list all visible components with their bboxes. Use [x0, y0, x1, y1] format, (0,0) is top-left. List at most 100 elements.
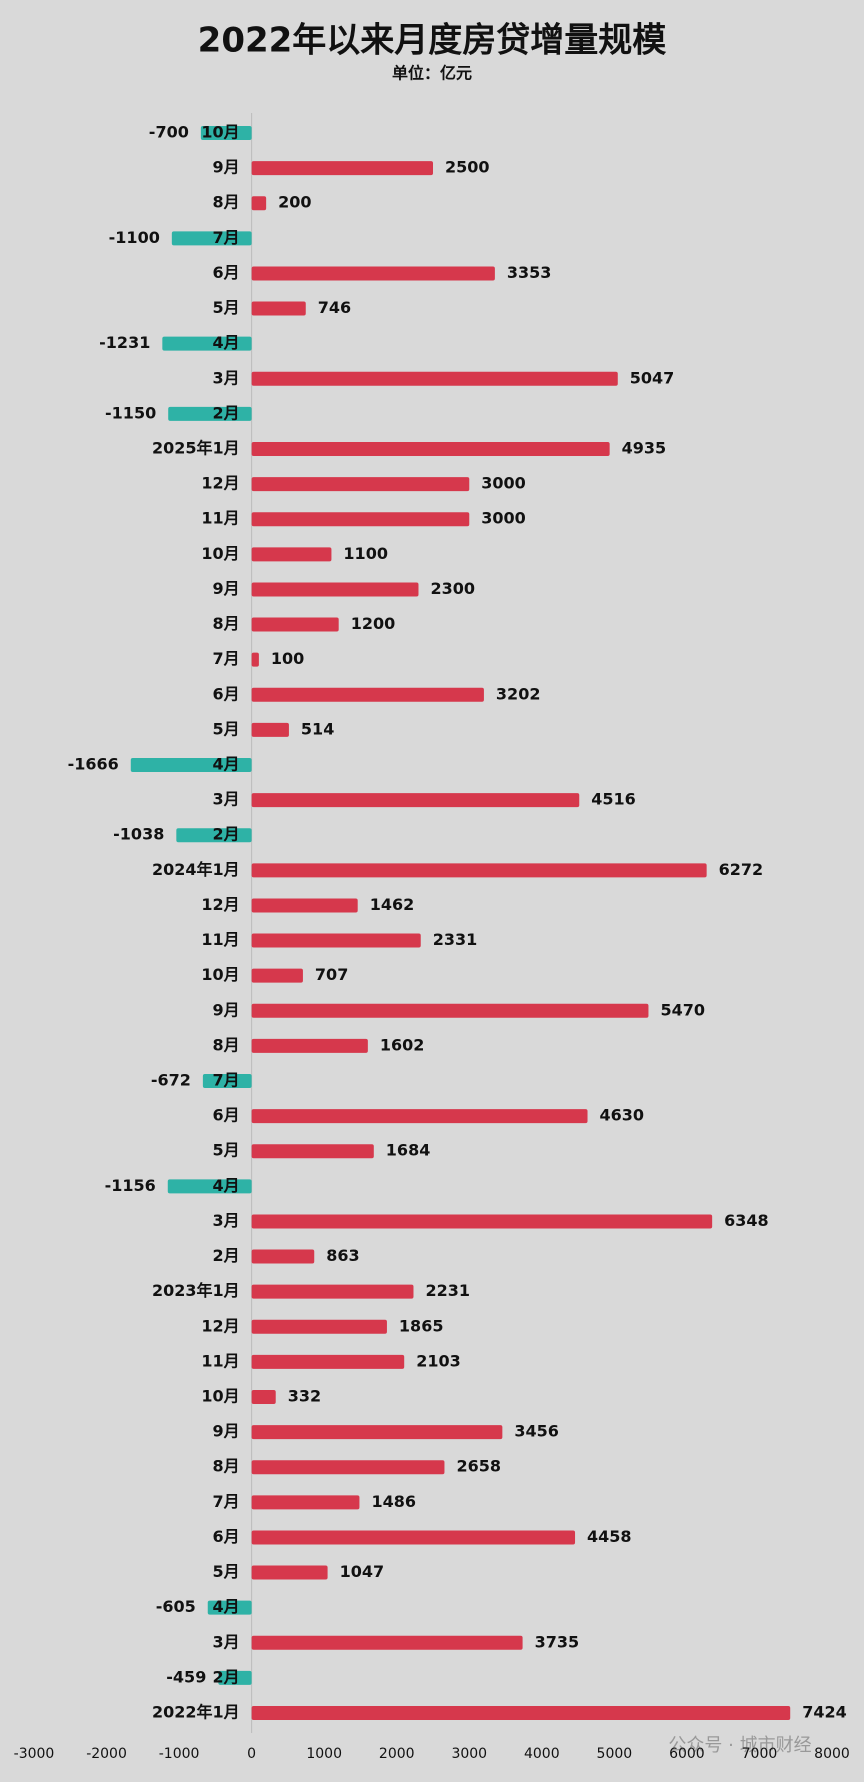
bar — [251, 1038, 368, 1053]
y-tick-label: 2023年1月 — [152, 1281, 240, 1300]
y-tick-label: 7月 — [212, 1492, 239, 1511]
bar — [251, 1144, 374, 1159]
value-label: 1100 — [343, 544, 388, 563]
bar — [176, 828, 252, 843]
watermark: 公众号 · 城市财经 — [668, 1735, 811, 1756]
y-tick-label: 3月 — [212, 790, 239, 809]
y-tick-label: 8月 — [212, 614, 239, 633]
value-label: -605 — [156, 1597, 196, 1616]
bar — [251, 863, 707, 878]
y-tick-label: 4月 — [212, 333, 239, 352]
value-label: 3353 — [507, 263, 552, 282]
chart-title: 2022年以来月度房贷增量规模 — [198, 21, 667, 61]
x-tick-label: 2000 — [379, 1746, 415, 1762]
y-tick-label: 8月 — [212, 1457, 239, 1476]
value-label: 1462 — [370, 895, 415, 914]
bar — [251, 512, 470, 527]
y-tick-label: 7月 — [212, 649, 239, 668]
value-label: 1200 — [351, 614, 396, 633]
bar — [251, 968, 303, 983]
value-label: -1666 — [68, 755, 119, 774]
bar — [251, 898, 358, 913]
value-label: 3456 — [514, 1422, 559, 1441]
bar — [251, 1495, 360, 1510]
y-tick-label: 3月 — [212, 1632, 239, 1651]
x-tick-label: 8000 — [814, 1746, 850, 1762]
bar — [251, 477, 470, 492]
y-tick-label: 2月 — [212, 403, 239, 422]
y-tick-label: 5月 — [212, 298, 239, 317]
value-label: 2331 — [433, 930, 478, 949]
bar — [251, 1530, 576, 1545]
bar — [251, 301, 306, 316]
x-tick-label: 7000 — [742, 1746, 778, 1762]
bar — [251, 1214, 713, 1229]
y-tick-label: 11月 — [201, 1351, 239, 1370]
value-label: 4935 — [622, 439, 667, 458]
bar — [251, 196, 267, 211]
y-tick-label: 4月 — [212, 1597, 239, 1616]
bar — [202, 1074, 252, 1088]
y-tick-label: 11月 — [201, 509, 239, 528]
value-label: 5047 — [630, 368, 675, 387]
y-tick-label: 8月 — [212, 193, 239, 212]
value-label: 2500 — [445, 158, 490, 177]
value-label: -459 — [166, 1667, 206, 1686]
value-label: 332 — [288, 1387, 321, 1406]
y-tick-label: 10月 — [201, 1387, 239, 1406]
y-tick-label: 12月 — [201, 474, 239, 493]
value-label: 6348 — [724, 1211, 769, 1230]
bar — [251, 1354, 405, 1369]
value-label: 2658 — [456, 1457, 501, 1476]
x-tick-label: -2000 — [86, 1746, 127, 1762]
y-tick-label: 9月 — [212, 158, 239, 177]
value-label: 3202 — [496, 684, 541, 703]
y-tick-label: 8月 — [212, 1035, 239, 1054]
value-label: 707 — [315, 965, 348, 984]
y-tick-label: 3月 — [212, 368, 239, 387]
value-label: 100 — [271, 649, 304, 668]
bar — [251, 266, 495, 281]
y-tick-label: 10月 — [201, 544, 239, 563]
y-tick-label: 11月 — [201, 930, 239, 949]
y-tick-label: 5月 — [212, 719, 239, 738]
bar — [251, 1565, 328, 1580]
bar — [251, 1706, 791, 1720]
x-tick-label: 3000 — [451, 1746, 487, 1762]
value-label: -700 — [149, 123, 189, 142]
x-tick-label: 6000 — [669, 1746, 705, 1762]
value-label: 1047 — [340, 1562, 385, 1581]
bar — [251, 1390, 276, 1404]
x-tick-label: 1000 — [306, 1746, 342, 1762]
x-tick-label: 4000 — [524, 1746, 560, 1762]
value-label: 3000 — [481, 509, 526, 528]
value-label: -1038 — [113, 825, 164, 844]
bar — [251, 793, 580, 808]
x-tick-label: 5000 — [597, 1746, 633, 1762]
y-tick-label: 2022年1月 — [152, 1703, 240, 1722]
bar — [218, 1670, 252, 1685]
y-tick-label: 5月 — [212, 1562, 239, 1581]
value-label: 5470 — [660, 1000, 705, 1019]
bar — [251, 371, 618, 386]
y-tick-label: 6月 — [212, 263, 239, 282]
bar — [251, 1425, 503, 1440]
value-label: 1684 — [386, 1141, 431, 1160]
y-tick-label: 7月 — [212, 228, 239, 247]
value-label: 1486 — [371, 1492, 416, 1511]
y-tick-label: 2月 — [212, 1246, 239, 1265]
value-label: 746 — [318, 298, 351, 317]
bar — [171, 231, 252, 246]
bar — [162, 336, 252, 351]
value-label: 4516 — [591, 790, 636, 809]
value-label: 6272 — [719, 860, 764, 879]
y-tick-label: 6月 — [212, 1106, 239, 1125]
value-label: -1150 — [105, 403, 156, 422]
y-tick-label: 9月 — [212, 1422, 239, 1441]
value-label: 2103 — [416, 1351, 461, 1370]
y-tick-label: 9月 — [212, 1000, 239, 1019]
bar — [251, 1249, 315, 1264]
x-tick-label: -1000 — [159, 1746, 200, 1762]
